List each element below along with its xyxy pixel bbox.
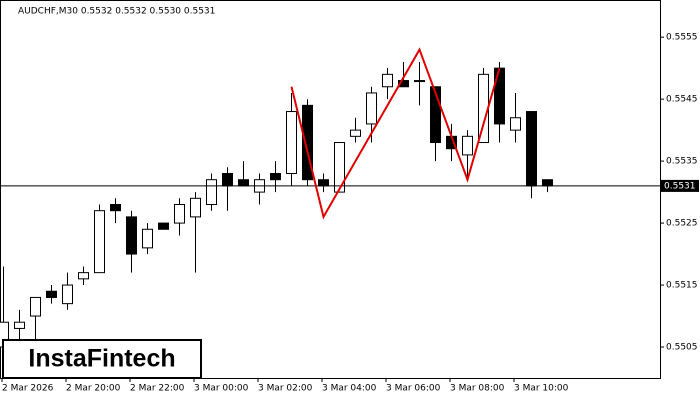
candle-body (526, 111, 537, 187)
y-tick-label: 0.5545 (666, 95, 698, 105)
x-tick-label: 2 Mar 22:00 (130, 384, 185, 394)
candle-body (318, 179, 329, 187)
x-tick-label: 3 Mar 04:00 (322, 384, 377, 394)
price-label: 0.5531 (664, 181, 696, 191)
candle-body (462, 135, 473, 156)
candle-body (14, 321, 25, 329)
x-tick-label: 2 Mar 20:00 (66, 384, 121, 394)
x-tick-label: 3 Mar 00:00 (194, 384, 249, 394)
pattern-line (290, 47, 501, 220)
x-tick-label: 3 Mar 02:00 (258, 384, 313, 394)
logo: InstaFintech (28, 345, 175, 373)
plot-frame (0, 0, 661, 379)
x-tick-label: 3 Mar 08:00 (450, 384, 505, 394)
candle-body (542, 179, 553, 187)
candle-body (206, 179, 217, 205)
candle-body (222, 173, 233, 187)
candle-body (398, 80, 409, 88)
logo-box (2, 339, 202, 379)
y-tick-label: 0.5555 (666, 33, 698, 43)
y-tick-label: 0.5535 (666, 157, 698, 167)
candle-body (334, 142, 345, 193)
candle-body (238, 179, 249, 187)
candle-body (414, 80, 425, 83)
candle-body (94, 210, 105, 274)
x-tick-label: 2 Mar 2026 (2, 384, 54, 394)
candle-body (270, 173, 281, 181)
x-tick-label: 3 Mar 10:00 (514, 384, 569, 394)
chart-title: AUDCHF,M30 0.5532 0.5532 0.5530 0.5531 (18, 7, 215, 17)
candle-body (366, 92, 377, 125)
candle-body (174, 203, 185, 224)
price-label-box (661, 179, 699, 192)
y-tick-label: 0.5525 (666, 219, 698, 229)
candle-body (430, 86, 441, 144)
candle-body (46, 290, 57, 298)
candle-body (510, 117, 521, 131)
candle-body (494, 67, 505, 125)
candle-body (350, 129, 361, 137)
candle-body (62, 284, 73, 305)
y-tick-label: 0.5515 (666, 281, 698, 291)
y-tick-label: 0.5505 (666, 343, 698, 353)
candle-body (110, 203, 121, 212)
candle-body (78, 272, 89, 280)
candle-body (142, 228, 153, 249)
candle-body (126, 216, 137, 255)
candle-body (382, 73, 393, 88)
candle-body (302, 104, 313, 181)
candle-body (30, 296, 41, 317)
x-tick-label: 3 Mar 06:00 (386, 384, 441, 394)
candle-body (190, 197, 201, 218)
candle-body (158, 222, 169, 230)
candle-body (286, 111, 297, 175)
